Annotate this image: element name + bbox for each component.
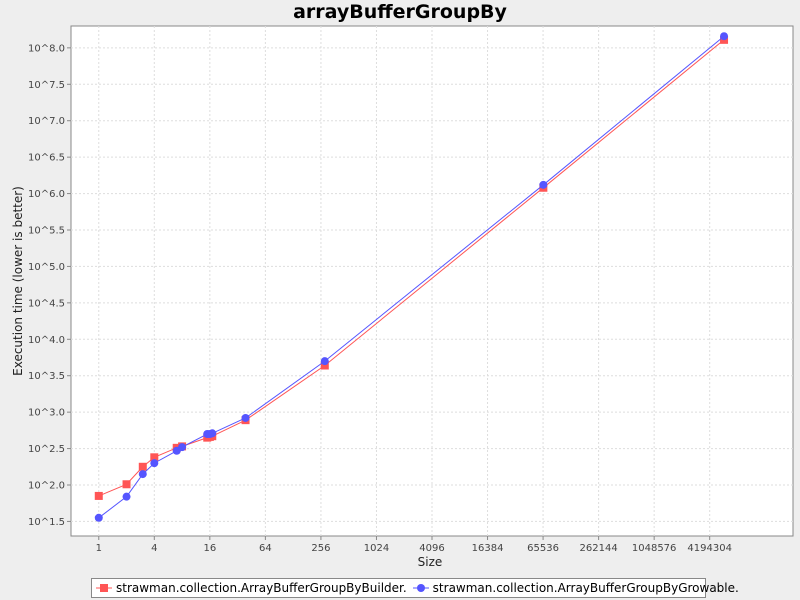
- grid-layer: [71, 26, 793, 536]
- data-point-square: [94, 491, 103, 500]
- y-tick-label: 10^7.0: [28, 116, 65, 127]
- data-point-circle: [539, 180, 548, 189]
- chart-title: arrayBufferGroupBy: [293, 1, 507, 23]
- y-tick-label: 10^3.5: [28, 371, 65, 382]
- data-point-circle: [150, 459, 159, 468]
- y-tick-label: 10^4.5: [28, 298, 65, 309]
- legend-circle-marker-icon: [412, 584, 429, 592]
- x-tick-label: 16384: [472, 543, 504, 554]
- series-layer: [94, 32, 729, 522]
- y-tick-label: 10^6.5: [28, 153, 65, 164]
- y-tick-label: 10^6.0: [28, 189, 65, 200]
- y-tick-label: 10^2.5: [28, 444, 65, 455]
- data-point-circle: [178, 443, 187, 452]
- x-axis-label: Size: [418, 555, 443, 569]
- y-axis-label: Execution time (lower is better): [11, 186, 25, 376]
- x-tick-label: 4194304: [687, 543, 732, 554]
- x-tick-label: 262144: [580, 543, 618, 554]
- plot-svg: 1 4 16 64 256 1024 4096 16384 65536 262144 1048576…: [11, 25, 794, 569]
- y-tick-label: 10^5.0: [28, 262, 65, 273]
- data-point-circle: [208, 429, 217, 438]
- x-tick-label: 1: [96, 543, 102, 554]
- data-point-circle: [320, 357, 329, 366]
- x-tick-label: 256: [311, 543, 330, 554]
- tick-layer: 1 4 16 64 256 1024 4096 16384 65536 262144 1048576…: [28, 43, 732, 554]
- legend-item-builder: strawman.collection.ArrayBufferGroupByBu…: [96, 581, 407, 595]
- data-point-square: [122, 480, 131, 489]
- x-tick-label: 1024: [364, 543, 389, 554]
- legend-item-growable: strawman.collection.ArrayBufferGroupByGr…: [412, 581, 739, 595]
- y-tick-label: 10^1.5: [28, 517, 65, 528]
- y-tick-label: 10^4.0: [28, 335, 65, 346]
- data-point-circle: [122, 492, 131, 501]
- legend-label-growable: strawman.collection.ArrayBufferGroupByGr…: [432, 581, 739, 595]
- y-tick-label: 10^3.0: [28, 408, 65, 419]
- x-tick-label: 16: [203, 543, 216, 554]
- x-tick-label: 65536: [527, 543, 559, 554]
- x-tick-label: 4096: [419, 543, 444, 554]
- data-point-square: [138, 462, 147, 471]
- data-point-square: [320, 361, 329, 370]
- legend-label-builder: strawman.collection.ArrayBufferGroupByBu…: [116, 581, 407, 595]
- y-tick-label: 10^5.5: [28, 226, 65, 237]
- legend-square-marker-icon: [96, 584, 112, 592]
- data-point-square: [150, 453, 159, 462]
- data-point-circle: [94, 513, 103, 522]
- data-point-circle: [241, 413, 250, 422]
- x-tick-label: 4: [151, 543, 157, 554]
- data-point-circle: [720, 32, 729, 41]
- x-tick-label: 1048576: [632, 543, 677, 554]
- data-point-circle: [138, 470, 147, 479]
- legend: strawman.collection.ArrayBufferGroupByBu…: [91, 578, 739, 598]
- y-tick-label: 10^7.5: [28, 80, 65, 91]
- y-tick-label: 10^2.0: [28, 481, 65, 492]
- y-tick-label: 10^8.0: [28, 43, 65, 54]
- x-tick-label: 64: [259, 543, 272, 554]
